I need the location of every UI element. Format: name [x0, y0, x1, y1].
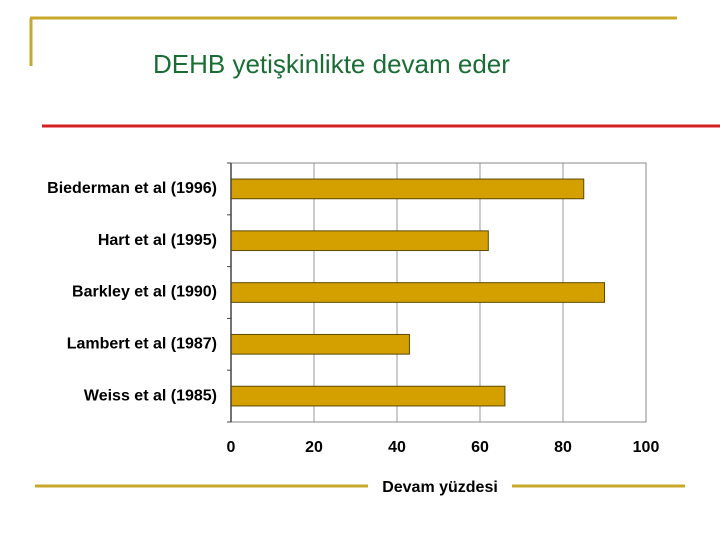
- y-tick-label: Hart et al (1995): [98, 232, 217, 249]
- x-axis-label: Devam yüzdesi: [382, 479, 498, 496]
- y-tick-label: Weiss et al (1985): [84, 387, 217, 404]
- bar: [230, 230, 489, 252]
- chart-title: DEHB yetişkinlikte devam eder: [153, 49, 510, 79]
- x-tick-label: 80: [554, 439, 572, 456]
- y-tick-label: Lambert et al (1987): [67, 336, 217, 353]
- x-tick-label: 100: [633, 439, 660, 456]
- bar: [230, 385, 506, 407]
- x-tick-label: 20: [305, 439, 323, 456]
- y-tick-label: Barkley et al (1990): [72, 284, 217, 301]
- x-tick-label: 40: [388, 439, 406, 456]
- bar: [230, 282, 605, 303]
- bar: [230, 178, 585, 200]
- bar: [230, 333, 410, 355]
- x-tick-label: 60: [471, 439, 489, 456]
- x-tick-label: 0: [227, 439, 236, 456]
- y-tick-label: Biederman et al (1996): [47, 180, 217, 197]
